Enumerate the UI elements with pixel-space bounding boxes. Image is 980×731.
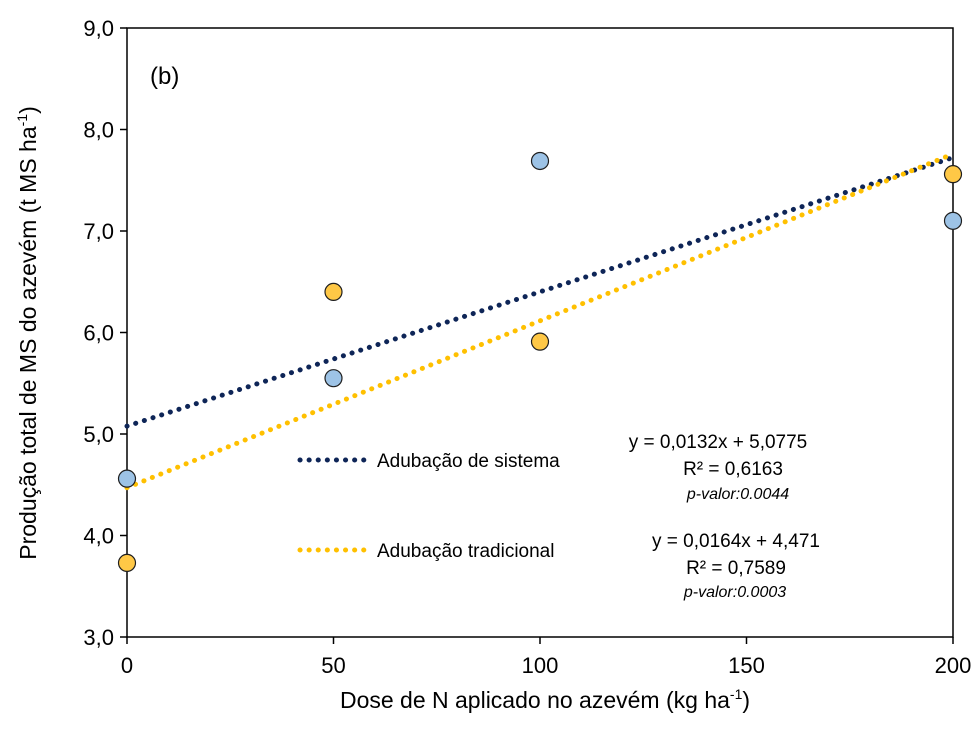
legend-item-sistema: Adubação de sistema [297,451,560,472]
x-tick-label: 200 [935,653,972,678]
y-tick-label: 4,0 [83,524,114,549]
trend-r2-tradicional: R² = 0,7589 [686,558,786,579]
data-point-tradicional [117,553,137,573]
trend-equation-tradicional: y = 0,0164x + 4,471 [652,531,820,552]
data-point-tradicional [324,282,343,301]
legend-item-tradicional: Adubação tradicional [297,541,554,562]
y-tick-label: 8,0 [83,118,114,143]
trend-annotation-sistema: y = 0,0132x + 5,0775 R² = 0,6163 p-valor… [629,432,808,503]
data-point-sistema [324,369,343,388]
legend-label-sistema: Adubação de sistema [377,451,560,472]
trend-lines [124,152,954,491]
legend: Adubação de sistema Adubação tradicional [297,451,560,562]
data-point-tradicional [943,165,963,184]
trend-equation-sistema: y = 0,0132x + 5,0775 [629,432,808,453]
y-tick-label: 5,0 [83,422,114,447]
data-point-sistema [117,469,137,488]
trend-line-sistema [124,155,954,429]
y-tick-label: 9,0 [83,16,114,41]
trend-pvalue-sistema: p-valor:0.0044 [686,486,789,503]
panel-label: (b) [150,63,179,90]
x-axis-ticks: 0 50 100 150 200 [121,637,971,678]
y-tick-label: 7,0 [83,219,114,244]
x-tick-label: 50 [321,653,345,678]
x-tick-label: 100 [522,653,559,678]
trend-line-tradicional [124,152,954,491]
y-tick-label: 3,0 [83,625,114,650]
y-axis-label: Produção total de MS do azevém (t MS ha-… [14,106,41,560]
trend-r2-sistema: R² = 0,6163 [683,459,783,480]
legend-label-tradicional: Adubação tradicional [377,541,554,562]
x-axis-label: Dose de N aplicado no azevém (kg ha-1) [340,686,750,713]
data-point-tradicional [530,332,550,351]
data-point-sistema [943,211,963,230]
y-axis-ticks: 3,0 4,0 5,0 6,0 7,0 8,0 9,0 [83,16,127,650]
data-points [117,151,963,573]
y-tick-label: 6,0 [83,321,114,346]
trend-pvalue-tradicional: p-valor:0.0003 [683,584,786,601]
x-tick-label: 150 [728,653,765,678]
trend-annotation-tradicional: y = 0,0164x + 4,471 R² = 0,7589 p-valor:… [652,531,820,601]
data-point-sistema [530,151,550,171]
x-tick-label: 0 [121,653,133,678]
